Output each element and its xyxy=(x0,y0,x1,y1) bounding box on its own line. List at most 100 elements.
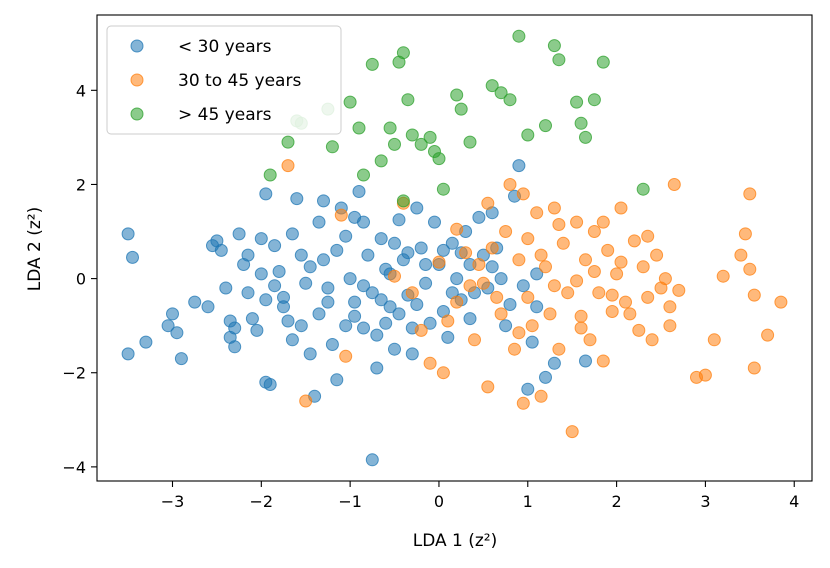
point-series-2 xyxy=(423,356,437,370)
point-series-3 xyxy=(383,121,397,135)
point-series-1 xyxy=(405,347,419,361)
point-series-1 xyxy=(170,326,184,340)
point-series-2 xyxy=(596,354,610,368)
point-series-2 xyxy=(663,319,677,333)
point-series-2 xyxy=(650,248,664,262)
point-series-1 xyxy=(348,309,362,323)
point-series-3 xyxy=(547,39,561,53)
x-tick-label: −1 xyxy=(338,492,362,511)
point-series-2 xyxy=(463,279,477,293)
legend-label-series-3: > 45 years xyxy=(178,105,272,125)
point-series-1 xyxy=(166,307,179,321)
point-series-2 xyxy=(468,333,481,347)
point-series-2 xyxy=(476,276,490,290)
point-series-3 xyxy=(325,140,339,154)
point-series-2 xyxy=(596,215,610,229)
point-series-2 xyxy=(587,225,601,238)
point-series-1 xyxy=(285,333,299,347)
point-series-1 xyxy=(419,276,433,290)
point-series-1 xyxy=(445,236,459,250)
point-series-3 xyxy=(450,88,464,102)
point-series-2 xyxy=(570,215,584,229)
point-series-1 xyxy=(228,321,242,335)
point-series-1 xyxy=(423,316,437,330)
point-series-3 xyxy=(574,116,588,130)
point-series-2 xyxy=(583,333,597,347)
legend-marker-series-3 xyxy=(130,107,144,121)
point-series-1 xyxy=(388,236,401,250)
point-series-1 xyxy=(357,279,370,293)
point-series-3 xyxy=(596,55,610,69)
x-tick-label: −3 xyxy=(161,492,185,511)
point-series-1 xyxy=(321,295,335,309)
point-series-2 xyxy=(747,288,761,302)
y-tick-label: 0 xyxy=(76,270,86,289)
point-series-3 xyxy=(503,93,517,107)
point-series-2 xyxy=(521,290,535,304)
point-series-3 xyxy=(343,95,357,109)
point-series-1 xyxy=(330,243,344,257)
point-series-2 xyxy=(512,253,526,267)
point-series-2 xyxy=(614,201,628,215)
point-series-1 xyxy=(259,187,273,201)
point-series-2 xyxy=(503,178,517,191)
point-series-2 xyxy=(774,295,788,309)
point-series-1 xyxy=(228,340,242,354)
point-series-2 xyxy=(747,361,761,375)
point-series-2 xyxy=(587,265,601,278)
legend-frame xyxy=(106,25,342,135)
point-series-2 xyxy=(472,258,486,271)
point-series-1 xyxy=(441,330,455,344)
point-series-2 xyxy=(334,208,348,222)
point-series-1 xyxy=(268,279,282,293)
point-series-1 xyxy=(317,253,330,267)
point-series-2 xyxy=(698,368,712,382)
point-series-3 xyxy=(401,93,415,107)
point-series-1 xyxy=(499,319,513,333)
point-series-2 xyxy=(556,236,570,250)
point-series-2 xyxy=(481,380,495,394)
legend-label-series-1: < 30 years xyxy=(178,37,272,57)
point-series-2 xyxy=(459,246,473,260)
point-series-1 xyxy=(214,243,228,257)
point-series-2 xyxy=(743,262,757,276)
point-series-2 xyxy=(761,328,775,342)
point-series-2 xyxy=(521,232,535,246)
point-series-1 xyxy=(325,338,339,351)
point-series-3 xyxy=(436,182,450,196)
point-series-2 xyxy=(508,342,521,356)
point-series-3 xyxy=(374,154,388,168)
point-series-2 xyxy=(561,286,575,300)
point-series-2 xyxy=(525,319,539,333)
x-tick-label: 1 xyxy=(523,492,533,511)
point-series-2 xyxy=(614,255,628,269)
point-series-2 xyxy=(645,333,659,347)
point-series-1 xyxy=(379,316,393,330)
point-series-2 xyxy=(565,425,579,439)
point-series-3 xyxy=(357,168,370,182)
point-series-2 xyxy=(339,349,353,363)
y-tick-label: −4 xyxy=(62,458,86,477)
x-axis: −3 −2 −1 0 1 2 3 4 xyxy=(161,481,799,511)
point-series-1 xyxy=(121,227,135,241)
point-series-1 xyxy=(410,298,424,311)
point-series-1 xyxy=(161,319,175,333)
point-series-1 xyxy=(503,298,517,311)
point-series-2 xyxy=(610,267,624,281)
point-series-1 xyxy=(303,260,317,274)
point-series-2 xyxy=(534,248,548,262)
point-series-1 xyxy=(436,243,450,257)
point-series-1 xyxy=(419,258,433,271)
point-series-1 xyxy=(374,232,388,246)
point-series-2 xyxy=(299,394,313,408)
x-tick-label: 2 xyxy=(612,492,622,511)
point-series-2 xyxy=(707,333,721,347)
point-series-3 xyxy=(636,182,650,196)
point-series-1 xyxy=(450,272,464,286)
point-series-3 xyxy=(281,135,295,149)
point-series-3 xyxy=(432,152,446,166)
point-series-1 xyxy=(370,328,384,342)
point-series-3 xyxy=(587,93,601,107)
y-tick-label: −2 xyxy=(62,364,86,383)
point-series-1 xyxy=(383,300,397,314)
